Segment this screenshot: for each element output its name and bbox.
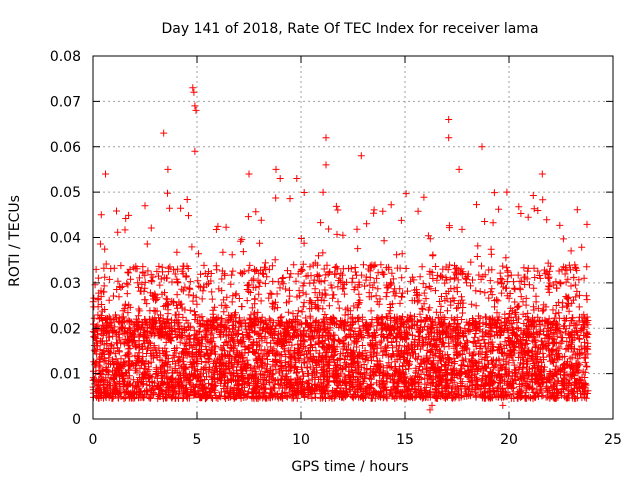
x-tick-label: 5 <box>193 432 202 448</box>
y-tick-label: 0.03 <box>50 276 81 292</box>
y-tick-label: 0.08 <box>50 49 81 65</box>
data-points <box>89 84 592 414</box>
y-tick-labels: 0 0.01 0.02 0.03 0.04 0.05 0.06 0.07 0.08 <box>50 49 81 428</box>
y-tick-label: 0.01 <box>50 367 81 383</box>
x-axis-label: GPS time / hours <box>291 459 408 475</box>
y-tick-label: 0.07 <box>50 94 81 110</box>
x-tick-label: 0 <box>89 432 98 448</box>
x-tick-label: 20 <box>500 432 518 448</box>
y-tick-label: 0.05 <box>50 185 81 201</box>
y-axis-label: ROTI / TECUs <box>7 195 23 287</box>
y-tick-label: 0.02 <box>50 321 81 337</box>
x-tick-label: 25 <box>604 432 622 448</box>
x-tick-label: 15 <box>396 432 414 448</box>
y-tick-label: 0.04 <box>50 231 81 247</box>
roti-series-marks <box>89 84 592 414</box>
y-tick-label: 0.06 <box>50 140 81 156</box>
x-tick-label: 10 <box>292 432 310 448</box>
axis-ticks <box>92 55 614 420</box>
y-tick-label: 0 <box>72 412 81 428</box>
chart-title: Day 141 of 2018, Rate Of TEC Index for r… <box>161 21 538 37</box>
x-tick-labels: 0 5 10 15 20 25 <box>89 432 622 448</box>
